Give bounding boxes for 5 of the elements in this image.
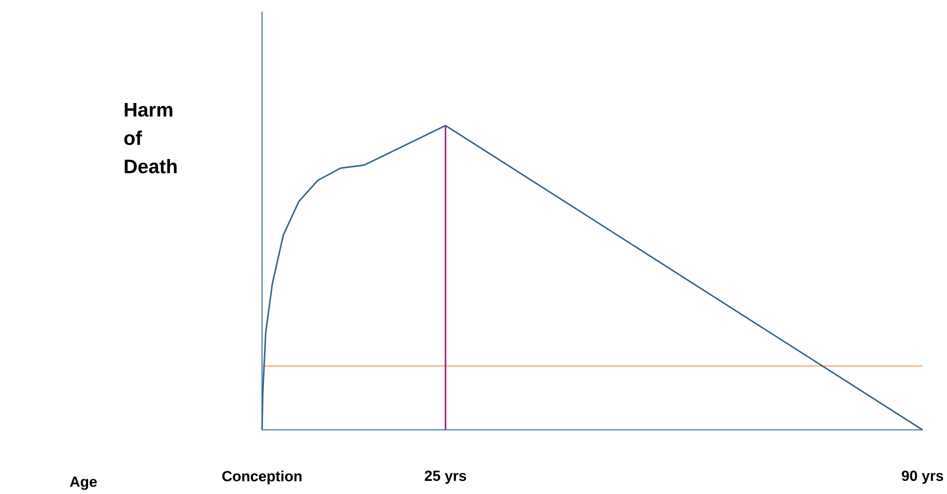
y-axis-title: Harm of Death xyxy=(124,103,177,174)
x-tick-label: 90 yrs xyxy=(902,470,944,484)
text: Age xyxy=(70,476,97,490)
x-tick-label: Conception xyxy=(222,470,302,484)
x-tick-label: 25 yrs xyxy=(424,470,466,484)
